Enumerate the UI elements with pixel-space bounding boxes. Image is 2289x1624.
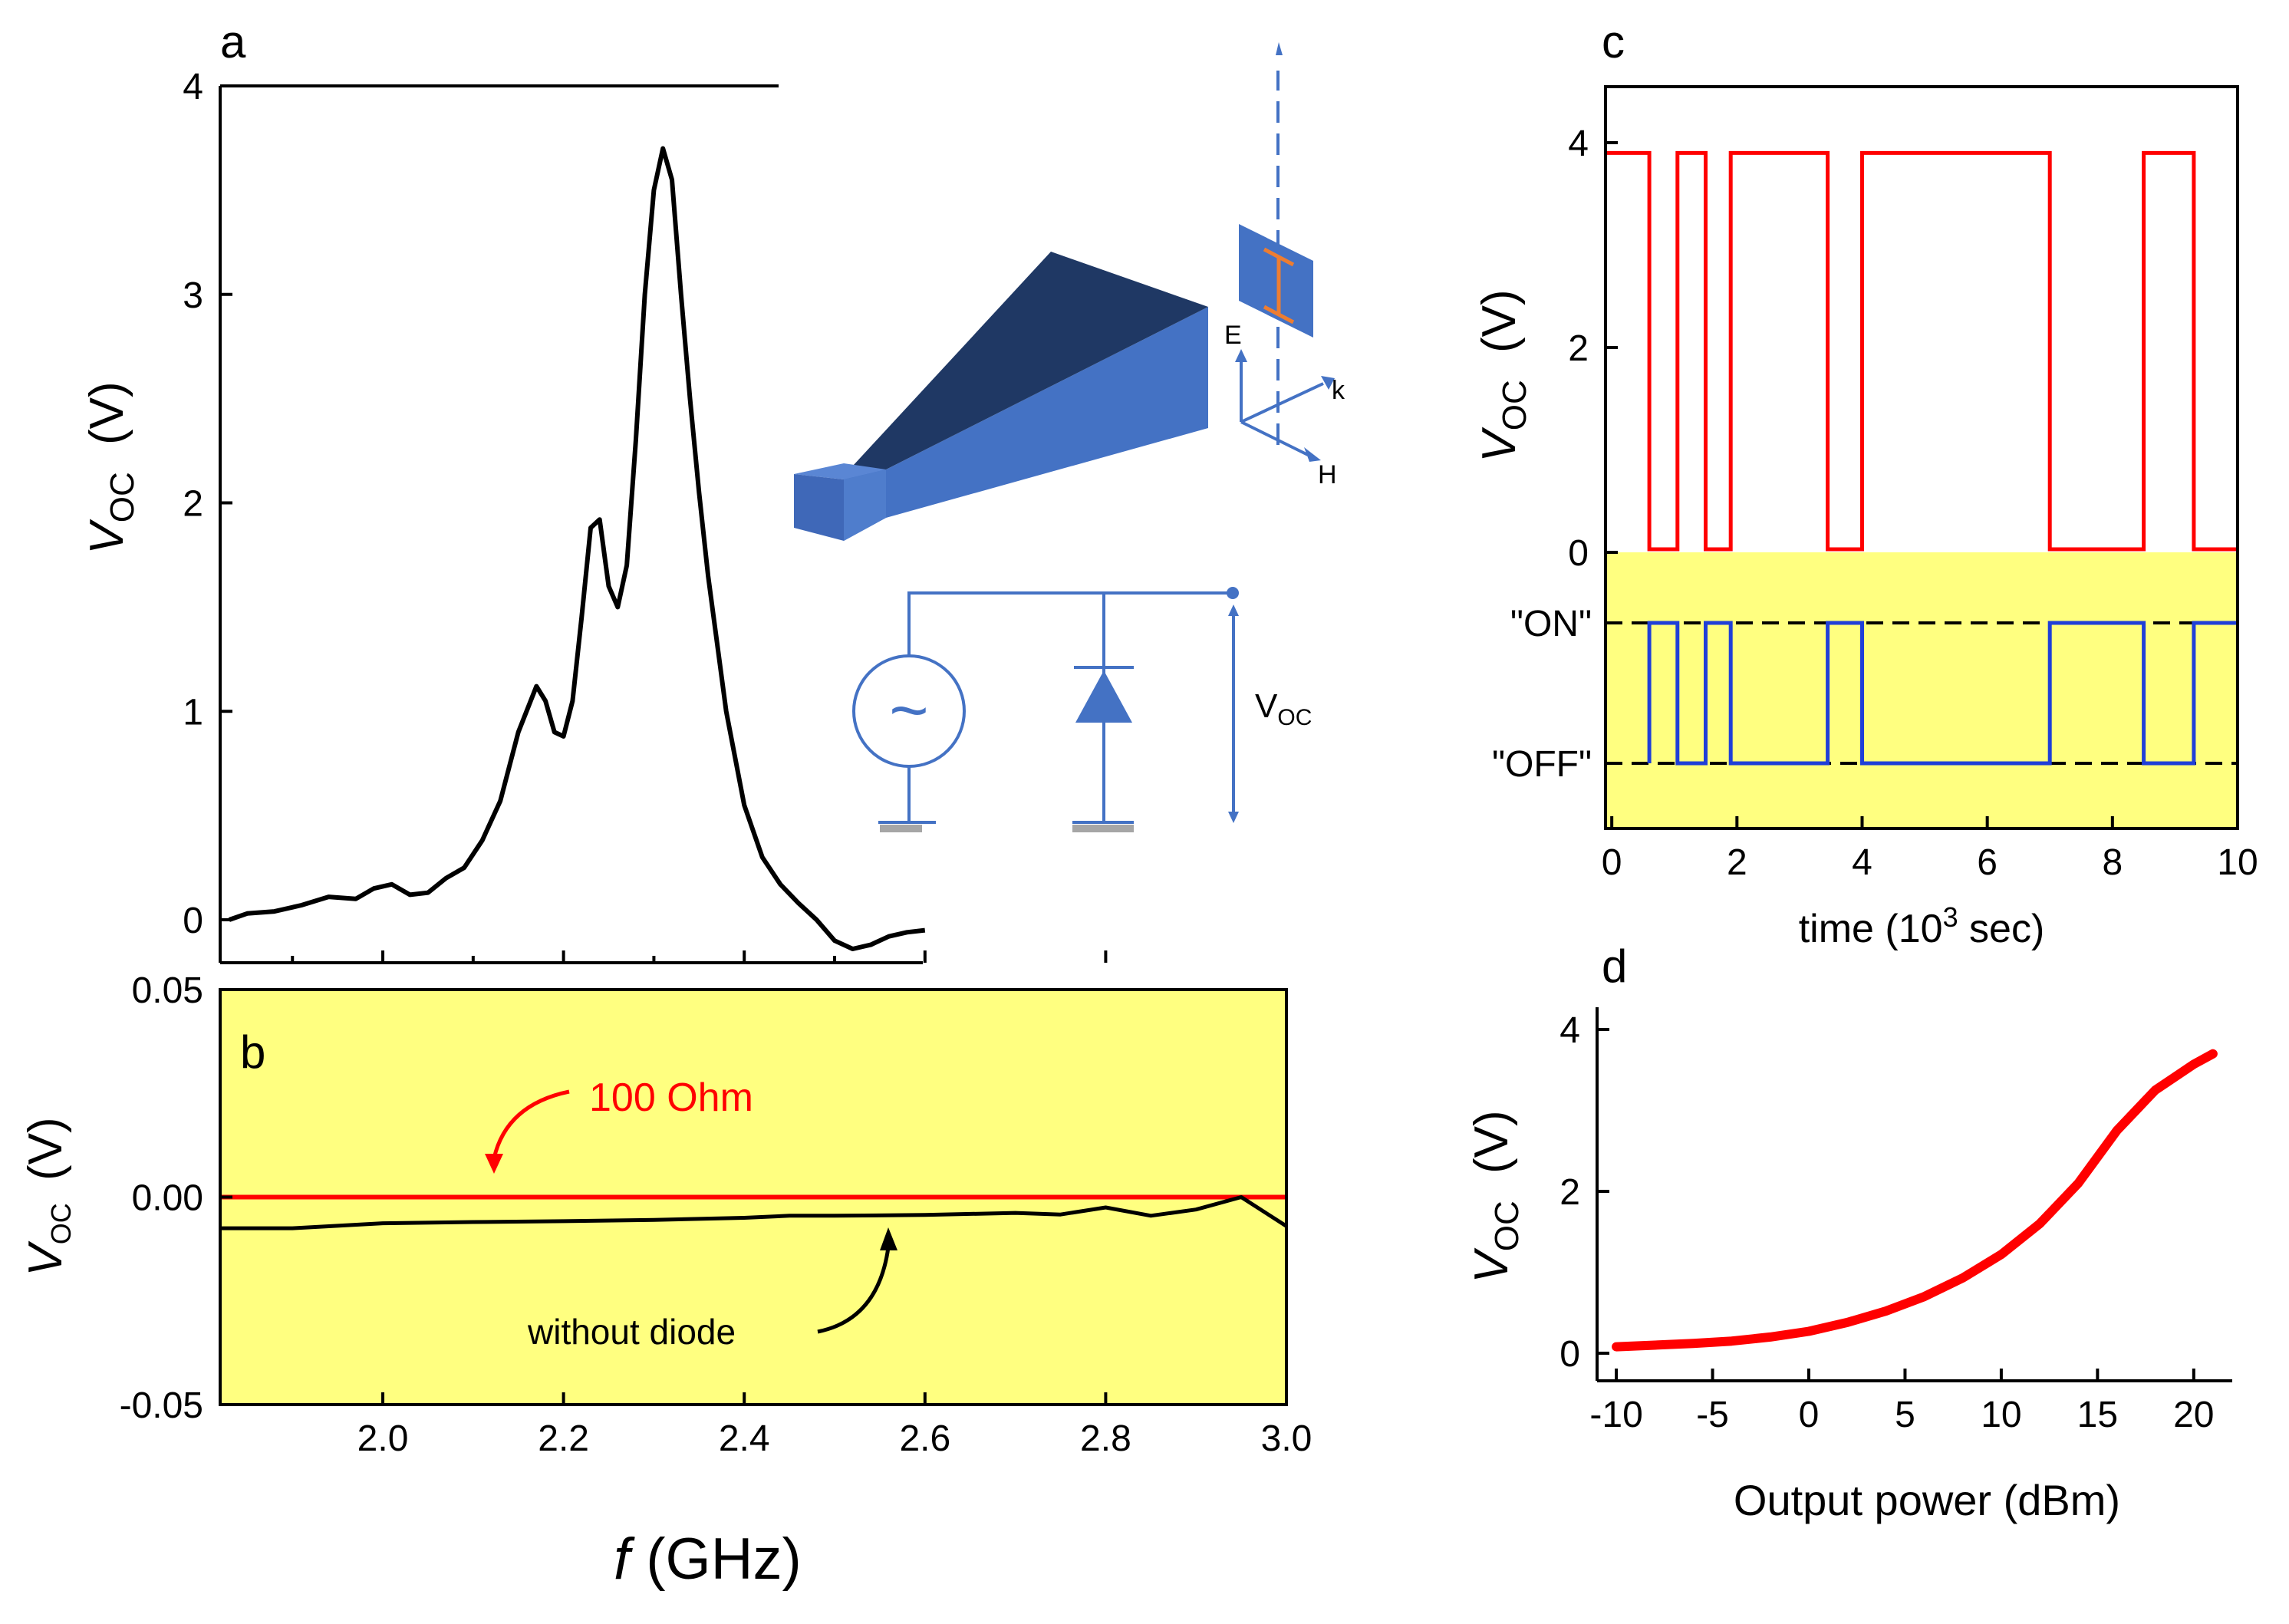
annotation-100-ohm-arrowhead	[485, 1154, 503, 1174]
panel-d-x-tick-label: -10	[1589, 1395, 1642, 1435]
panel-c-y-label: VOC (V)	[1473, 289, 1533, 462]
panel-b-x-tick-label: 2.4	[719, 1418, 770, 1459]
panel-c-x-ticks: 0 2 4 6 8 10	[1602, 816, 2258, 883]
panel-a-y-tick-label: 4	[183, 67, 203, 107]
circuit-top-wire	[907, 591, 1233, 694]
panel-b-x-tick-label: 3.0	[1261, 1418, 1312, 1459]
panel-c-off-label: "OFF"	[1492, 744, 1592, 785]
voltage-arrowhead-down	[1228, 812, 1239, 823]
panel-b-x-tick-label: 2.6	[899, 1418, 950, 1459]
panel-d-y-tick-label: 4	[1559, 1010, 1580, 1051]
polarizer-card	[1239, 224, 1313, 338]
panel-a-label: a	[220, 16, 246, 68]
panel-a-y-tick-label: 0	[183, 901, 203, 941]
panel-c-label: c	[1602, 16, 1625, 68]
panel-a-y-tick-label: 1	[183, 692, 203, 733]
panel-c-frame	[1604, 85, 2239, 830]
panel-c-state-trace	[1647, 621, 2238, 766]
horn-top-face	[844, 252, 1208, 476]
panel-b-x-tick-label: 2.0	[357, 1418, 409, 1459]
panel-c-x-tick-label: 2	[1727, 842, 1747, 883]
wave-axis-arrowhead	[1276, 42, 1283, 55]
panel-d-x-tick-label: 10	[1981, 1395, 2021, 1435]
h-field-label: H	[1318, 460, 1337, 489]
panel-d-x-tick-label: 15	[2077, 1395, 2118, 1435]
horn-side-face	[844, 307, 1208, 541]
panel-d-y-tick-label: 0	[1559, 1334, 1580, 1375]
panel-a-x-ticks	[291, 950, 1108, 963]
h-field-arrowhead	[1304, 447, 1321, 462]
panel-b-label: b	[240, 1026, 265, 1078]
panel-d: d 0 2 4 -10 -5 0 5 10 15 20 VOC (V) Output power…	[1465, 940, 2232, 1524]
panel-b-x-ticks: 2.0 2.2 2.4 2.6 2.8 3.0	[357, 1392, 1312, 1459]
panel-c-x-tick-label: 8	[2102, 842, 2123, 883]
dipole-bottom-cap	[1263, 305, 1295, 324]
panel-c-y-tick-label: 2	[1568, 328, 1589, 369]
panel-c-lower-background	[1606, 552, 2238, 828]
ac-source-symbol: ~	[889, 672, 928, 748]
waveguide-front	[794, 474, 844, 541]
panel-d-x-tick-label: 0	[1799, 1395, 1820, 1435]
panel-c-x-tick-label: 10	[2217, 842, 2258, 883]
panel-a-y-tick-label: 3	[183, 275, 203, 316]
voltage-arrowhead-up	[1228, 604, 1239, 616]
panel-d-x-label: Output power (dBm)	[1734, 1476, 2120, 1524]
diode-icon	[1075, 670, 1132, 723]
panel-b-x-tick-label: 2.2	[538, 1418, 589, 1459]
panel-d-x-ticks: -10 -5 0 5 10 15 20	[1589, 1369, 2215, 1435]
panel-c-on-label: "ON"	[1510, 604, 1592, 644]
panel-b-without-diode-line	[220, 1195, 1288, 1230]
panel-b-y-tick-label: 0.00	[132, 1178, 203, 1219]
k-vector-arrow	[1240, 382, 1324, 423]
annotation-without-diode-arrowhead	[880, 1227, 897, 1250]
panel-c-x-tick-label: 4	[1852, 842, 1872, 883]
panel-b-y-tick-label: 0.05	[132, 970, 203, 1011]
panel-a: a 0 1 2 3 4 VOC (V)	[81, 16, 1108, 964]
dipole-top-cap	[1263, 247, 1295, 267]
panel-d-label: d	[1602, 940, 1627, 992]
panel-c-x-label: time (103 sec)	[1799, 901, 2045, 951]
e-field-label: E	[1224, 321, 1242, 350]
annotation-100-ohm: 100 Ohm	[589, 1076, 753, 1120]
h-field-arrow	[1240, 420, 1309, 456]
panel-b-y-label: VOC (V)	[19, 1117, 77, 1276]
panel-d-power-curve	[1612, 1049, 2218, 1352]
panel-b-y-tick-label: -0.05	[120, 1385, 203, 1426]
panel-a-spectrum-line	[228, 146, 926, 951]
panel-b-y-ticks: -0.05 0.00 0.05	[120, 970, 232, 1426]
waveguide-top	[794, 463, 886, 479]
panel-c-y-tick-label: 4	[1568, 124, 1589, 164]
panel-c: c 0 2 4 0 2 4 6 8 10 "ON" "OFF" VOC (V) time (1…	[1473, 16, 2258, 951]
panel-a-y-label: VOC (V)	[81, 381, 141, 554]
panel-a-y-tick-label: 2	[183, 484, 203, 525]
panel-c-x-tick-label: 0	[1602, 842, 1622, 883]
panel-a-y-ticks: 0 1 2 3 4	[183, 67, 232, 941]
panel-d-x-tick-label: 5	[1895, 1395, 1915, 1435]
annotation-without-diode: without diode	[527, 1312, 736, 1352]
shared-x-label: f (GHz)	[614, 1527, 802, 1592]
k-vector-arrowhead	[1321, 376, 1335, 390]
panel-c-y-ticks: 0 2 4	[1568, 124, 1618, 574]
inset-voltage-label: VOC	[1255, 687, 1312, 730]
horn-antenna-diagram: E k H ~ VOC	[794, 42, 1345, 832]
panel-b: -0.05 0.00 0.05 2.0 2.2 2.4 2.6 2.8 3.0 b 100 O…	[19, 970, 1312, 1459]
e-field-arrowhead	[1235, 349, 1247, 362]
panel-b-x-tick-label: 2.8	[1080, 1418, 1131, 1459]
panel-d-y-tick-label: 2	[1559, 1172, 1580, 1213]
k-vector-label: k	[1332, 376, 1345, 405]
source-ground-icon	[880, 825, 922, 832]
panel-c-x-tick-label: 6	[1977, 842, 1998, 883]
waveguide-side	[844, 469, 886, 541]
diode-ground-icon	[1072, 825, 1134, 832]
panel-c-y-tick-label: 0	[1568, 533, 1589, 574]
panel-d-y-ticks: 0 2 4	[1559, 1010, 1609, 1375]
panel-d-x-tick-label: 20	[2173, 1395, 2214, 1435]
panel-d-x-tick-label: -5	[1696, 1395, 1729, 1435]
panel-c-voltage-trace	[1606, 150, 2238, 552]
panel-d-y-label: VOC (V)	[1465, 1110, 1526, 1283]
output-terminal	[1227, 587, 1239, 599]
annotation-without-diode-arrow	[817, 1247, 891, 1334]
annotation-100-ohm-arrow	[492, 1089, 570, 1159]
